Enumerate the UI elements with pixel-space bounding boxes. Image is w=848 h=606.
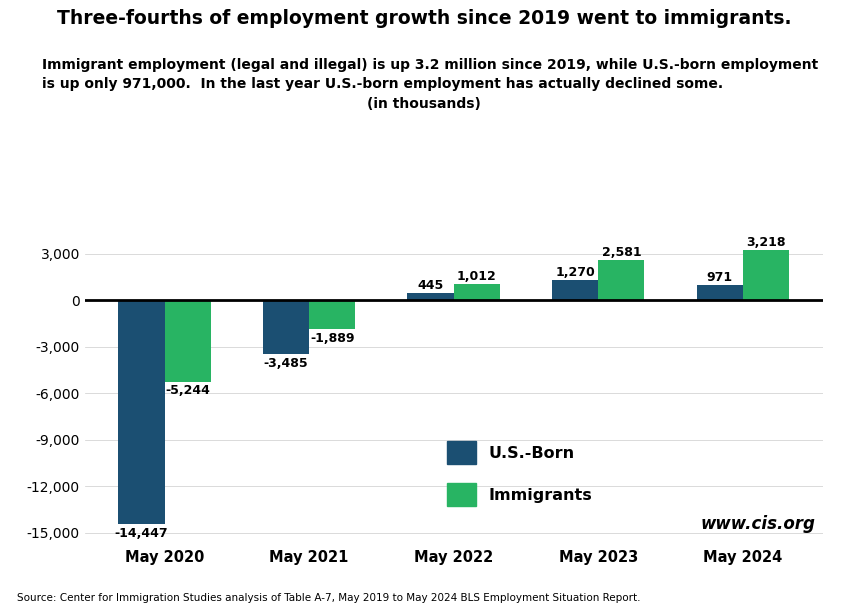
Text: www.cis.org: www.cis.org [700,514,815,533]
Text: (in thousands): (in thousands) [367,97,481,111]
Text: 445: 445 [417,279,444,291]
Text: 3,218: 3,218 [746,236,785,248]
Bar [407,293,454,300]
Text: -14,447: -14,447 [114,527,168,540]
Bar [165,300,211,382]
Bar [743,250,789,300]
Bar [454,284,500,300]
Bar [310,300,355,330]
Text: Source: Center for Immigration Studies analysis of Table A-7, May 2019 to May 20: Source: Center for Immigration Studies a… [17,593,640,603]
Bar [552,281,598,300]
Text: 1,012: 1,012 [457,270,497,283]
Text: -5,244: -5,244 [165,384,210,398]
Text: 2,581: 2,581 [601,245,641,259]
Bar [119,300,165,524]
Text: is up only 971,000.  In the last year U.S.-born employment has actually declined: is up only 971,000. In the last year U.S… [42,77,723,91]
Bar [598,260,644,300]
Text: 1,270: 1,270 [555,266,595,279]
Text: Three-fourths of employment growth since 2019 went to immigrants.: Three-fourths of employment growth since… [57,9,791,28]
Bar [696,285,743,300]
Legend: U.S.-Born, Immigrants: U.S.-Born, Immigrants [431,425,608,522]
Text: -3,485: -3,485 [264,357,309,370]
Bar [263,300,310,355]
Text: -1,889: -1,889 [310,332,354,345]
Text: 971: 971 [706,270,733,284]
Text: Immigrant employment (legal and illegal) is up 3.2 million since 2019, while U.S: Immigrant employment (legal and illegal)… [42,58,818,72]
